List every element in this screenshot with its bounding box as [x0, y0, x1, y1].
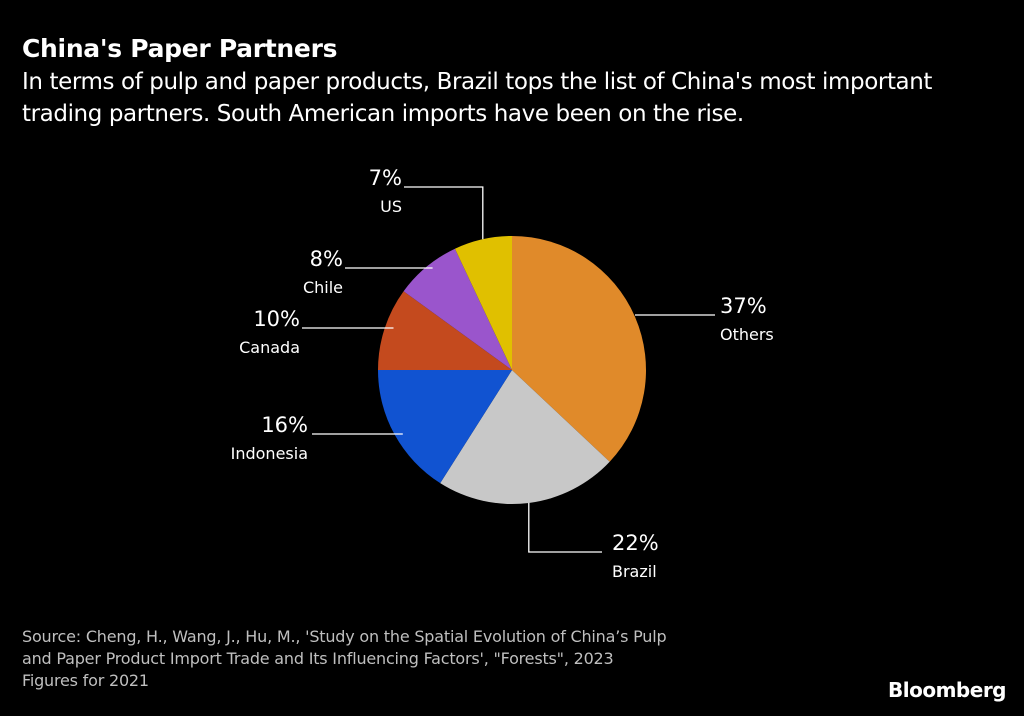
slice-name-canada: Canada	[239, 338, 300, 357]
slice-name-us: US	[380, 197, 402, 216]
source-note: Source: Cheng, H., Wang, J., Hu, M., 'St…	[22, 626, 882, 692]
data-label-canada: 10%	[253, 307, 300, 331]
source-line-2: and Paper Product Import Trade and Its I…	[22, 649, 614, 668]
pie-slice-indonesia	[378, 370, 512, 484]
pie-slice-chile	[403, 248, 512, 370]
chart-subtitle: In terms of pulp and paper products, Bra…	[22, 69, 933, 127]
pie-leader-lines	[302, 186, 715, 553]
data-label-indonesia: 16%	[261, 413, 308, 437]
pie-slice-brazil	[440, 370, 610, 504]
chart-title: China's Paper Partners	[22, 34, 338, 63]
data-label-brazil: 22%	[612, 531, 659, 555]
pie-slices	[378, 235, 646, 504]
pie-slice-others	[512, 236, 646, 462]
leader-line-us	[404, 186, 484, 240]
pie-labels: 37% Others 22% Brazil 16% Indonesia 10% Canada 8…	[231, 166, 774, 581]
data-label-us: 7%	[369, 166, 402, 190]
pie-slice-us	[454, 235, 512, 370]
data-label-chile: 8%	[310, 247, 343, 271]
slice-name-others: Others	[720, 325, 774, 344]
slice-name-indonesia: Indonesia	[231, 444, 308, 463]
slice-name-brazil: Brazil	[612, 562, 657, 581]
pie-chart: 37% Others 22% Brazil 16% Indonesia 10% Canada 8…	[231, 166, 774, 581]
data-label-others: 37%	[720, 294, 767, 318]
leader-line-brazil	[528, 502, 602, 553]
pie-slice-canada	[378, 291, 512, 370]
bloomberg-logo: Bloomberg	[888, 678, 1006, 702]
source-line-1: Source: Cheng, H., Wang, J., Hu, M., 'St…	[22, 627, 667, 646]
source-line-3: Figures for 2021	[22, 671, 149, 690]
slice-name-chile: Chile	[303, 278, 343, 297]
